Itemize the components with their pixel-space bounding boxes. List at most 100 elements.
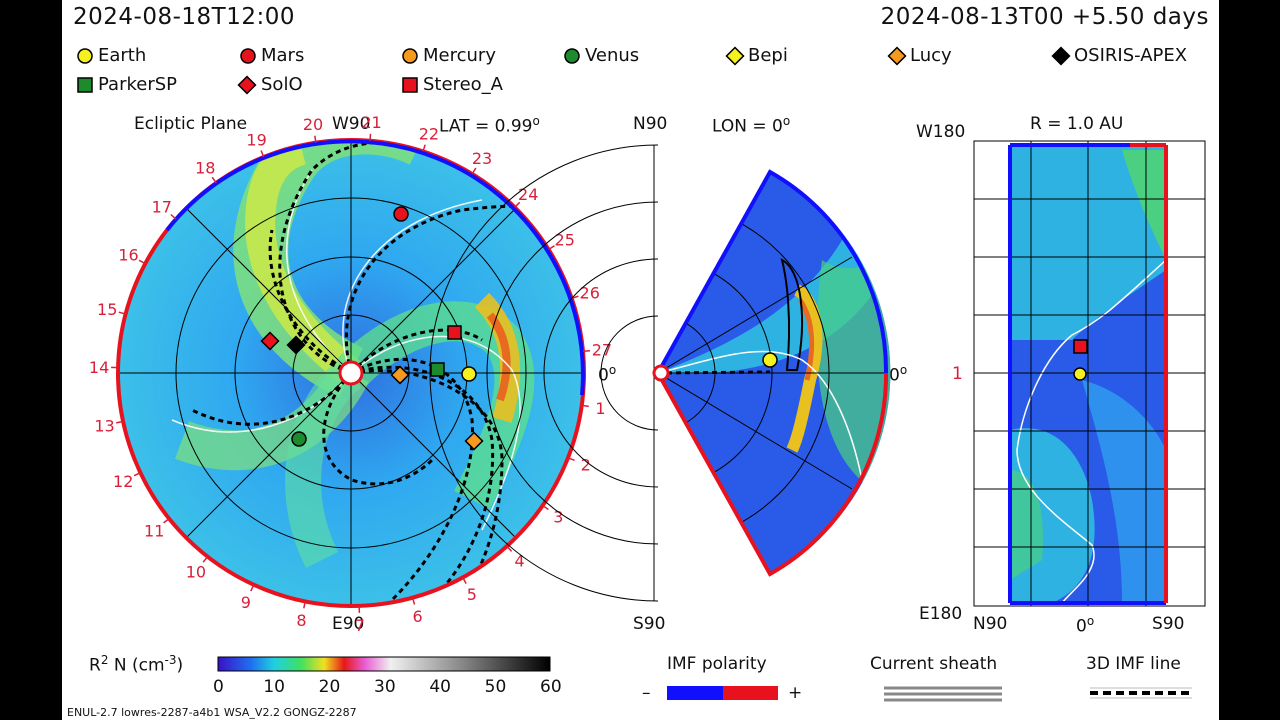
carrington-label: 8 xyxy=(296,611,306,630)
colorbar-tick-label: 50 xyxy=(484,677,507,697)
carrington-label: 26 xyxy=(580,283,600,302)
ecl-mercury-marker xyxy=(390,365,410,385)
carrington-tick xyxy=(260,150,265,158)
carrington-tick xyxy=(116,420,124,424)
imf-minus-label: – xyxy=(642,683,651,703)
carrington-label: 19 xyxy=(246,130,266,149)
legend-solo-label: SolO xyxy=(261,74,303,95)
colorbar-tick-label: 0 xyxy=(213,677,224,697)
legend-venus-icon xyxy=(564,48,580,64)
carrington-label: 6 xyxy=(413,607,423,626)
ecl-mars-marker xyxy=(393,206,409,222)
ecl-solo-marker xyxy=(260,331,280,351)
ecl-venus-marker xyxy=(291,431,307,447)
carrington-label: 9 xyxy=(241,593,251,612)
legend-osiris-label: OSIRIS-APEX xyxy=(1074,45,1188,66)
carrington-tick xyxy=(163,518,170,524)
model-version-footer: ENUL-2.7 lowres-2287-a4b1 WSA_V2.2 GONGZ… xyxy=(67,706,357,719)
radial-e180-label: E180 xyxy=(919,604,963,624)
legend-earth-icon xyxy=(77,48,93,64)
ecliptic-e90-label: E90 xyxy=(332,614,365,634)
ecl-lucy-marker xyxy=(464,431,484,451)
carrington-tick xyxy=(471,167,477,175)
meridional-zero-label: 0o xyxy=(889,363,908,386)
meridional-plot xyxy=(217,140,1206,702)
legend-stereoa-label: Stereo_A xyxy=(423,74,503,95)
rad-stereoa-marker xyxy=(1073,339,1088,354)
carrington-tick xyxy=(581,404,589,408)
carrington-tick xyxy=(170,213,177,220)
carrington-label: 25 xyxy=(555,231,575,250)
carrington-tick xyxy=(369,133,372,141)
carrington-tick xyxy=(303,601,306,609)
legend-solo-icon xyxy=(237,75,257,95)
legend-osiris-icon xyxy=(1051,46,1071,66)
carrington-tick xyxy=(138,259,146,265)
legend-bepi-icon xyxy=(725,46,745,66)
legend-parkersp-label: ParkerSP xyxy=(98,74,178,95)
meridional-n90-label: N90 xyxy=(633,114,668,134)
carrington-tick xyxy=(133,472,141,477)
legend-mars-icon xyxy=(240,48,256,64)
ecliptic-lat-label: LAT = 0.99o xyxy=(439,114,540,137)
enlil-visualization: 2024-08-18T12:00 2024-08-13T00 +5.50 day… xyxy=(62,0,1219,720)
carrington-tick xyxy=(506,545,513,552)
ecl-osiris-marker xyxy=(286,335,306,355)
carrington-tick xyxy=(202,556,209,563)
carrington-label: 18 xyxy=(195,158,215,177)
colorbar-tick-label: 30 xyxy=(374,677,396,697)
colorbar-tick-label: 40 xyxy=(429,677,451,697)
sun-marker xyxy=(338,360,364,386)
colorbar-tick-label: 60 xyxy=(540,677,562,697)
legend-lucy-icon xyxy=(887,46,907,66)
mer-earth-marker xyxy=(762,352,778,368)
carrington-label: 17 xyxy=(152,198,172,217)
radial-n90-label: N90 xyxy=(973,614,1008,634)
carrington-label: 23 xyxy=(472,149,492,168)
carrington-tick xyxy=(582,349,591,353)
carrington-label: 12 xyxy=(113,472,133,491)
carrington-tick xyxy=(542,504,549,511)
simulation-time: 2024-08-18T12:00 xyxy=(73,4,295,30)
carrington-tick xyxy=(118,311,126,315)
legend-symbols xyxy=(77,46,1071,95)
meridional-lon-label: LON = 0o xyxy=(712,114,791,137)
ecl-parkersp-marker xyxy=(430,362,445,377)
carrington-tick xyxy=(462,577,467,584)
radial-zero-label: 0o xyxy=(1076,614,1095,637)
carrington-label: 15 xyxy=(97,300,117,319)
radial-title: R = 1.0 AU xyxy=(1030,114,1124,134)
current-sheath-label: Current sheath xyxy=(870,654,998,674)
carrington-tick xyxy=(548,245,555,251)
legend-earth-label: Earth xyxy=(98,45,147,66)
carrington-tick xyxy=(571,295,579,300)
carrington-tick xyxy=(211,176,217,184)
carrington-label: 1 xyxy=(595,399,605,418)
legend-parkersp-icon xyxy=(77,77,93,93)
legend-lucy-label: Lucy xyxy=(910,45,952,66)
radial-mid-label: 1 xyxy=(952,364,963,384)
ecliptic-zero-label: 0o xyxy=(598,363,617,386)
carrington-label: 3 xyxy=(553,507,563,526)
radial-w180-label: W180 xyxy=(916,122,966,142)
ecl-stereoa-marker xyxy=(447,325,462,340)
imf-plus-label: + xyxy=(788,683,803,703)
carrington-label: 14 xyxy=(89,358,109,377)
imf-line-label: 3D IMF line xyxy=(1086,654,1181,674)
meridional-s90-label: S90 xyxy=(633,614,666,634)
density-colorbar xyxy=(217,656,551,672)
carrington-tick xyxy=(422,144,426,152)
ecl-earth-marker xyxy=(461,366,477,382)
carrington-label: 13 xyxy=(94,416,114,435)
legend-venus-label: Venus xyxy=(585,45,640,66)
ecliptic-title: Ecliptic Plane xyxy=(134,114,248,134)
carrington-label: 2 xyxy=(581,456,591,475)
carrington-label: 5 xyxy=(467,585,477,604)
imf-polarity-positive xyxy=(723,686,778,700)
legend-mercury-label: Mercury xyxy=(423,45,496,66)
carrington-tick xyxy=(567,457,575,462)
carrington-label: 4 xyxy=(515,551,525,570)
carrington-label: 21 xyxy=(361,113,381,132)
